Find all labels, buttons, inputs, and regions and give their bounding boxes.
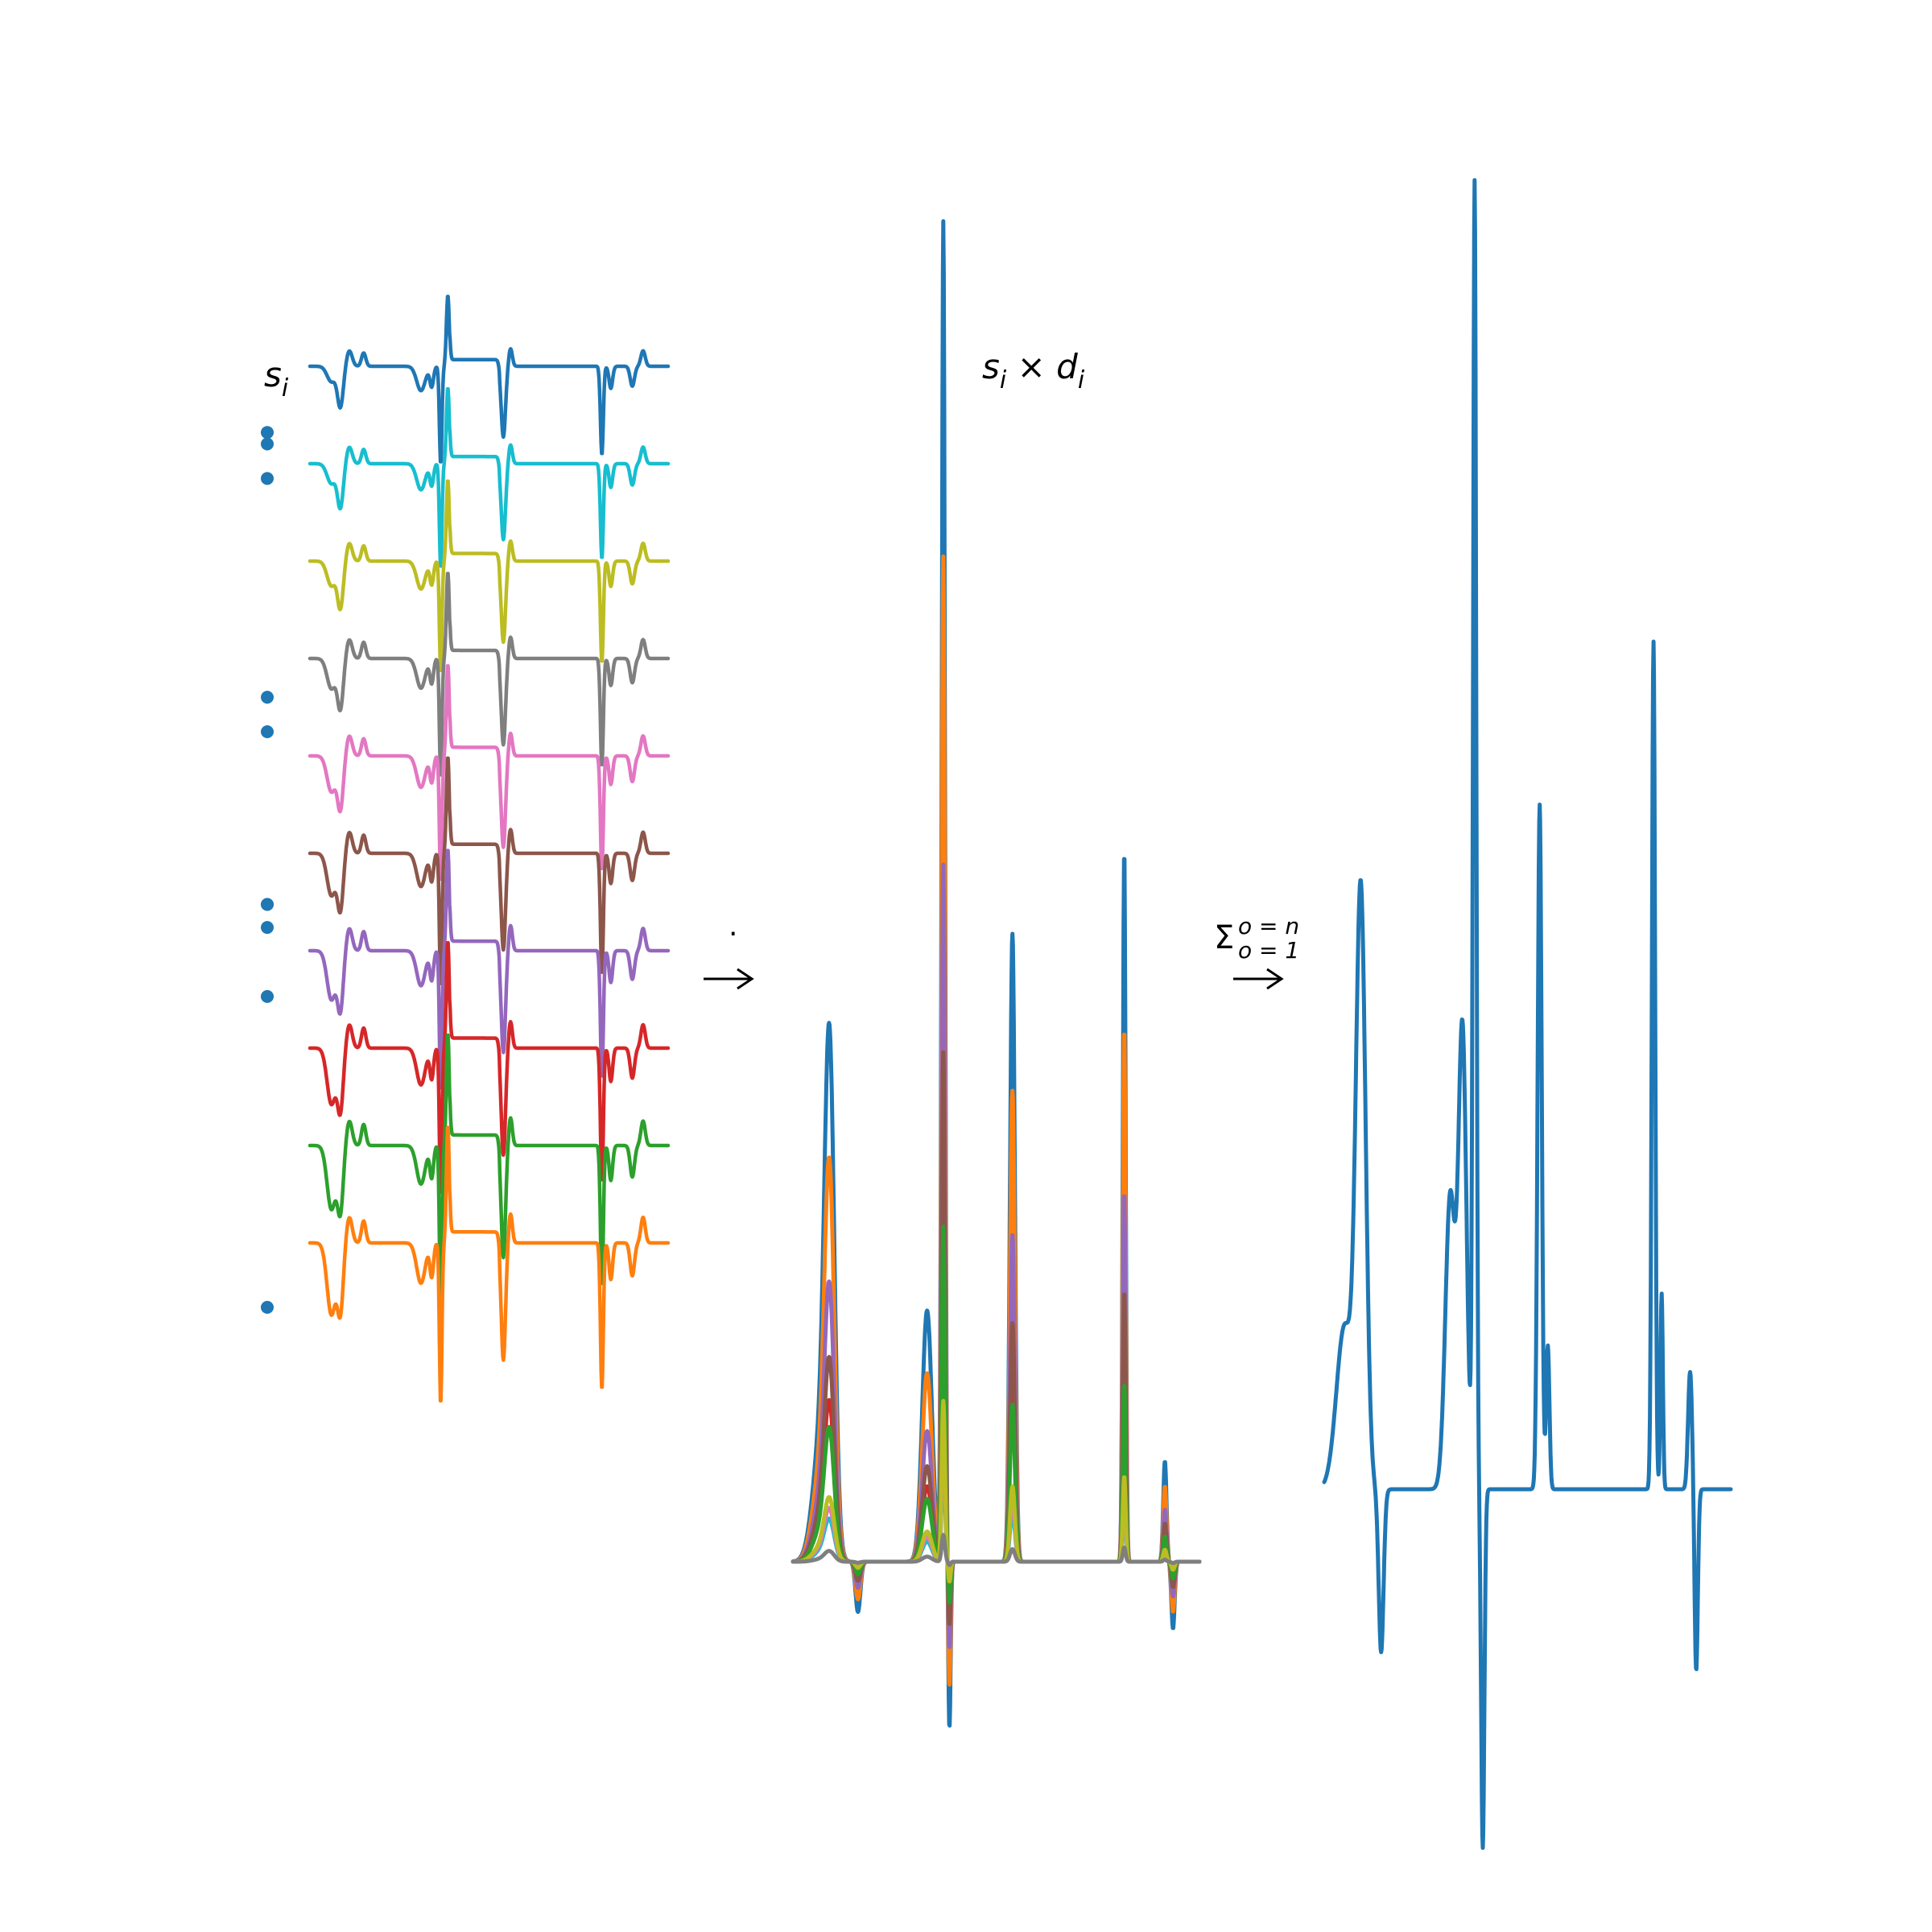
weighted-trace-green xyxy=(791,1224,1202,1605)
product-label: si × di xyxy=(982,347,1085,394)
sum-symbol: Σ xyxy=(1214,919,1234,956)
weight-dot xyxy=(261,426,274,440)
weighted-trace-pink xyxy=(791,1426,1202,1580)
signals-panel xyxy=(308,295,671,1403)
weight-dot xyxy=(261,989,274,1003)
arrow-2-icon xyxy=(1233,968,1284,990)
arrow-1-icon xyxy=(704,968,754,990)
signal-trace-purple xyxy=(308,848,671,1090)
signal-trace-brown xyxy=(308,756,671,985)
weighted-trace-cyan xyxy=(791,1452,1202,1577)
weighted-trace-orange xyxy=(791,554,1202,1687)
weight-dot xyxy=(261,898,274,911)
dot-operator: · xyxy=(729,918,737,951)
weighted-trace-red xyxy=(791,1157,1202,1613)
weighted-trace-brown xyxy=(791,1050,1202,1626)
weighted-trace-blue xyxy=(791,219,1202,1728)
weight-dot xyxy=(261,725,274,738)
signal-trace-cyan xyxy=(308,386,671,568)
summed-signal-panel xyxy=(1322,178,1733,1850)
weight-dot xyxy=(261,1301,274,1314)
signal-trace-blue xyxy=(308,295,671,464)
weight-dot xyxy=(261,437,274,451)
sum-upper-limit: o = n xyxy=(1238,913,1299,939)
weighted-signals-panel xyxy=(791,219,1202,1728)
signal-trace-orange xyxy=(308,1125,671,1403)
signals-label: si xyxy=(264,355,289,402)
weighted-trace-olive xyxy=(791,1398,1202,1583)
signal-trace-gray xyxy=(308,572,671,777)
weights-dots xyxy=(261,426,274,1314)
weighted-trace-gray xyxy=(791,1533,1202,1567)
signal-trace-olive xyxy=(308,479,671,672)
summed-trace xyxy=(1322,178,1733,1850)
weight-dot xyxy=(261,921,274,935)
signal-trace-red xyxy=(308,941,671,1195)
weight-dot xyxy=(261,472,274,485)
signal-trace-pink xyxy=(308,663,671,881)
weight-dot xyxy=(261,691,274,704)
sum-lower-limit: o = 1 xyxy=(1238,937,1299,964)
weighted-trace-purple xyxy=(791,862,1202,1649)
signal-trace-green xyxy=(308,1033,671,1298)
